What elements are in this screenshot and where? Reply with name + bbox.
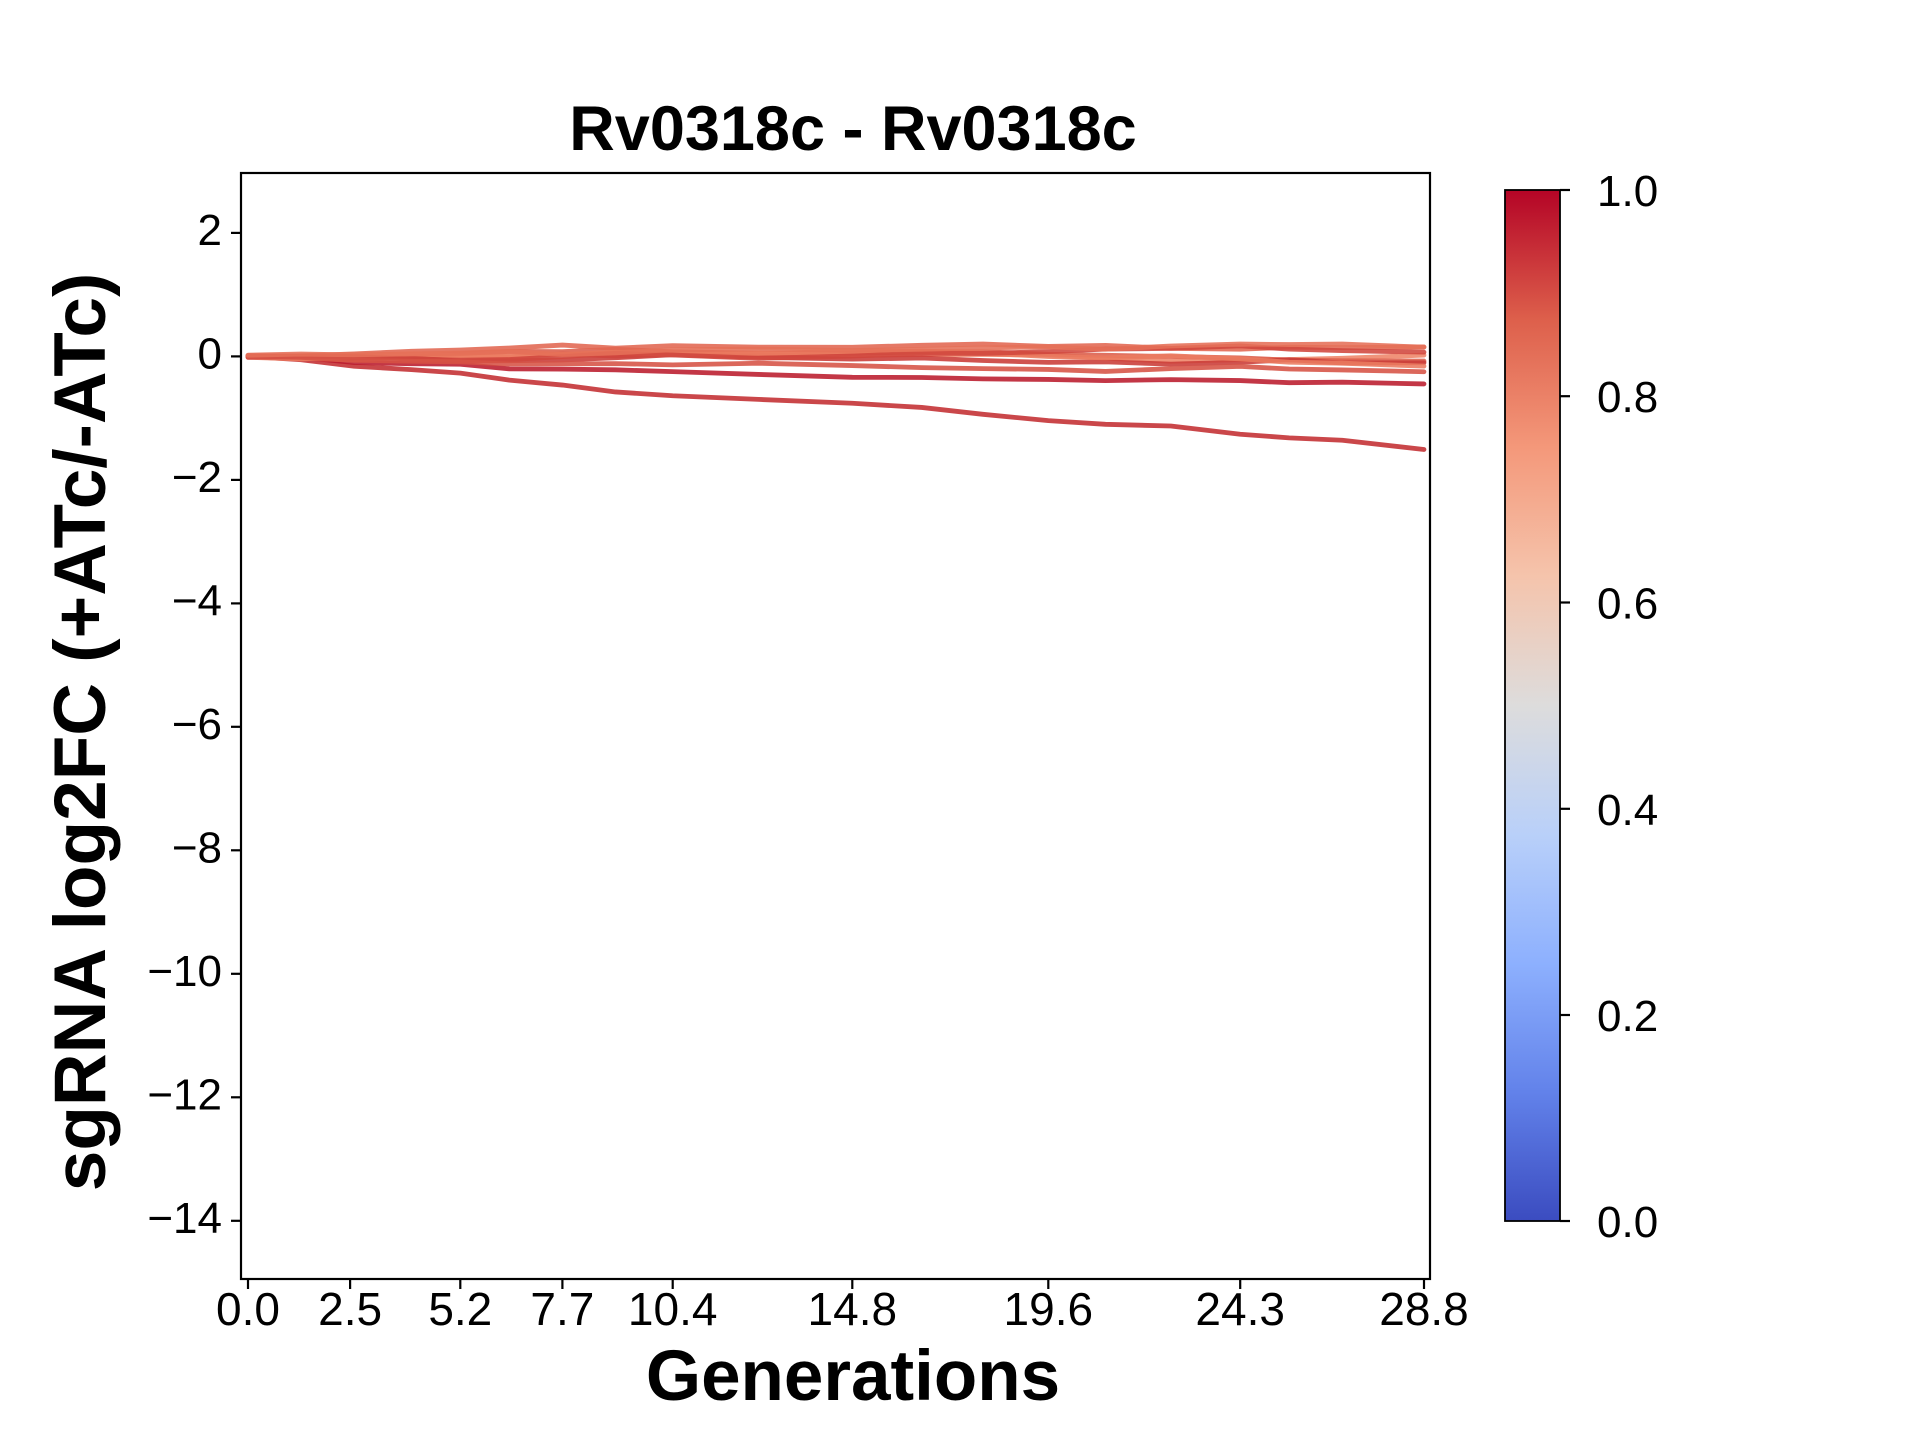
svg-text:1.0: 1.0	[1597, 167, 1658, 216]
svg-text:14.8: 14.8	[808, 1283, 898, 1335]
svg-text:−4: −4	[172, 576, 222, 625]
svg-text:−6: −6	[172, 700, 222, 749]
svg-text:0.4: 0.4	[1597, 786, 1658, 835]
svg-text:−8: −8	[172, 823, 222, 872]
svg-text:0.0: 0.0	[216, 1283, 280, 1335]
svg-text:−12: −12	[147, 1070, 222, 1119]
svg-text:0.0: 0.0	[1597, 1198, 1658, 1247]
svg-text:Generations: Generations	[646, 1337, 1060, 1416]
svg-text:Rv0318c - Rv0318c: Rv0318c - Rv0318c	[569, 94, 1136, 164]
svg-text:−2: −2	[172, 453, 222, 502]
svg-text:24.3: 24.3	[1195, 1283, 1285, 1335]
svg-text:7.7: 7.7	[530, 1283, 594, 1335]
svg-text:19.6: 19.6	[1004, 1283, 1094, 1335]
svg-text:0.2: 0.2	[1597, 992, 1658, 1041]
svg-text:0: 0	[198, 329, 222, 378]
svg-text:sgRNA log2FC (+ATc/-ATc): sgRNA log2FC (+ATc/-ATc)	[40, 273, 121, 1192]
svg-text:−10: −10	[147, 947, 222, 996]
svg-text:0.6: 0.6	[1597, 580, 1658, 629]
svg-text:−14: −14	[147, 1194, 222, 1243]
svg-text:2.5: 2.5	[318, 1283, 382, 1335]
svg-text:0.8: 0.8	[1597, 373, 1658, 422]
svg-text:28.8: 28.8	[1379, 1283, 1469, 1335]
svg-text:10.4: 10.4	[628, 1283, 718, 1335]
svg-text:2: 2	[198, 206, 222, 255]
svg-text:5.2: 5.2	[428, 1283, 492, 1335]
